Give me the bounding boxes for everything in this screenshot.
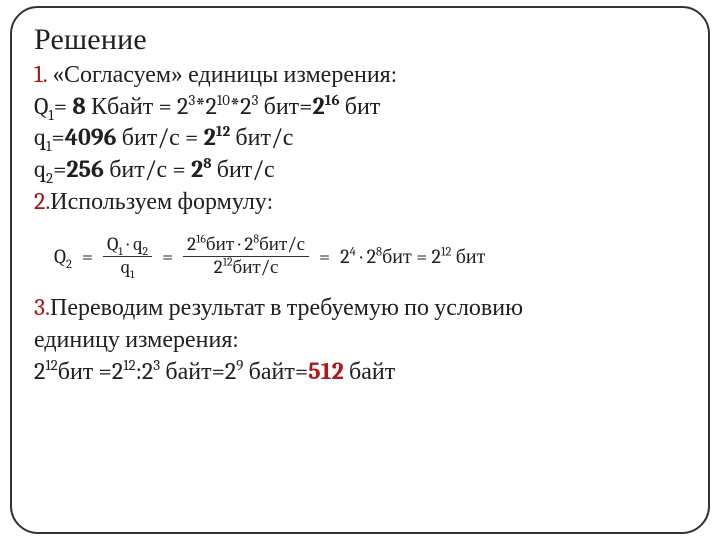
step2-text: Используем формулу: xyxy=(50,187,273,215)
formula-equation: Q2 = Q1 · q2 q1 = 216бит · 28бит/с xyxy=(54,235,686,278)
f-d2u: бит/с xyxy=(233,256,279,278)
q1-e4: 16 xyxy=(325,92,340,109)
q1-val: 8 xyxy=(72,92,85,120)
f-n1b: q xyxy=(133,233,143,255)
q2s-mid: бит/с = xyxy=(104,155,191,183)
f-d2: 2 xyxy=(214,256,223,278)
q1-star1: *2 xyxy=(195,92,217,120)
q1s-exp: 12 xyxy=(216,123,230,140)
q1s-base: 2 xyxy=(204,123,216,151)
r-tail: байт xyxy=(344,357,395,385)
r-a: 2 xyxy=(34,357,45,385)
slide-body: 1. «Согласуем» единицы измерения: Q1= 8 … xyxy=(34,59,686,387)
line-step3a: 3.Переводим результат в требуемую по усл… xyxy=(34,292,686,324)
f-r1a: 2 xyxy=(340,245,349,268)
q1s-val: 4096 xyxy=(65,123,117,151)
f-d2e: 12 xyxy=(223,255,233,269)
f-n1dot: · xyxy=(123,233,133,255)
r-colon: :2 xyxy=(136,357,154,385)
step3-text1: Переводим результат в требуемую по услов… xyxy=(50,293,523,321)
q1-base4: 2 xyxy=(312,92,324,120)
f-lhs-sym: Q xyxy=(54,245,66,268)
r-res: 512 xyxy=(308,357,344,385)
f-n1a: Q xyxy=(107,233,118,255)
q1s-mid: бит/с = xyxy=(117,123,204,151)
r-at: бит =2 xyxy=(58,357,123,385)
step1-text: «Согласуем» единицы измерения: xyxy=(47,60,397,88)
q2s-base: 2 xyxy=(191,155,203,183)
f-frac2-num: 216бит · 28бит/с xyxy=(183,235,309,257)
f-eq3: = xyxy=(319,244,330,270)
f-r2e: 12 xyxy=(441,245,451,259)
q1-sym: Q xyxy=(34,92,48,120)
line-q2-small: q2=256 бит/с = 28 бит/с xyxy=(34,154,686,186)
q1-e2: 10 xyxy=(217,92,230,109)
r-be: 12 xyxy=(123,357,135,374)
f-n2e: 16 xyxy=(196,232,206,246)
q2s-val: 256 xyxy=(66,155,104,183)
f-frac2: 216бит · 28бит/с 212бит/с xyxy=(183,235,309,278)
q1-star2: *2 xyxy=(230,92,252,120)
q1s-tail: бит/с xyxy=(230,123,293,151)
line-q1-small: q1=4096 бит/с = 212 бит/с xyxy=(34,122,686,154)
slide-frame: Решение 1. «Согласуем» единицы измерения… xyxy=(10,6,710,534)
line-result: 212бит =212:23 байт=29 байт=512 байт xyxy=(34,356,686,388)
step-number-2: 2. xyxy=(34,187,50,215)
f-d1a: q xyxy=(121,256,131,278)
r-mid1: байт=2 xyxy=(160,357,236,385)
f-r2u: бит xyxy=(451,245,485,268)
f-eq2: = xyxy=(162,244,173,270)
line-step2: 2.Используем формулу: xyxy=(34,186,686,218)
q2s-eq: = xyxy=(53,155,66,183)
f-d1as: 1 xyxy=(130,267,134,281)
f-frac2-den: 212бит/с xyxy=(210,257,283,278)
q1-sp2: бит= xyxy=(258,92,312,120)
f-n2u2: бит/с xyxy=(259,233,305,255)
f-frac1-den: q1 xyxy=(117,257,139,278)
q1-sp1: Кбайт = 2 xyxy=(86,92,189,120)
f-n2: 2 xyxy=(187,233,196,255)
r-mid2: байт= xyxy=(243,357,308,385)
step-number-1: 1. xyxy=(34,60,47,88)
slide-title: Решение xyxy=(34,22,686,57)
f-r1u: бит = 2 xyxy=(382,245,441,268)
line-step3b: единицу измерения: xyxy=(34,324,686,356)
line-step1: 1. «Согласуем» единицы измерения: xyxy=(34,59,686,91)
f-n2u: бит · 2 xyxy=(206,233,253,255)
f-lhs: Q2 xyxy=(54,244,72,270)
f-lhs-sub: 2 xyxy=(66,258,72,272)
q1-eq: = xyxy=(54,92,73,120)
f-r1d: · 2 xyxy=(356,245,376,268)
q2s-sym: q xyxy=(34,155,46,183)
f-rhs: 24 · 28бит = 212 бит xyxy=(340,244,485,270)
f-n1bs: 2 xyxy=(143,244,149,258)
step-number-3: 3. xyxy=(34,293,50,321)
q1-tail: бит xyxy=(339,92,380,120)
q1s-eq: = xyxy=(51,123,64,151)
r-ae: 12 xyxy=(45,357,57,374)
formula-block: Q2 = Q1 · q2 q1 = 216бит · 28бит/с xyxy=(54,235,686,278)
q1s-sym: q xyxy=(34,123,46,151)
f-eq1: = xyxy=(82,244,93,270)
f-frac1: Q1 · q2 q1 xyxy=(103,235,152,278)
q2s-sub: 2 xyxy=(46,170,53,187)
f-frac1-num: Q1 · q2 xyxy=(103,235,152,257)
q2s-tail: бит/с xyxy=(211,155,274,183)
line-q1-capital: Q1= 8 Кбайт = 23*210*23 бит=216 бит xyxy=(34,91,686,123)
